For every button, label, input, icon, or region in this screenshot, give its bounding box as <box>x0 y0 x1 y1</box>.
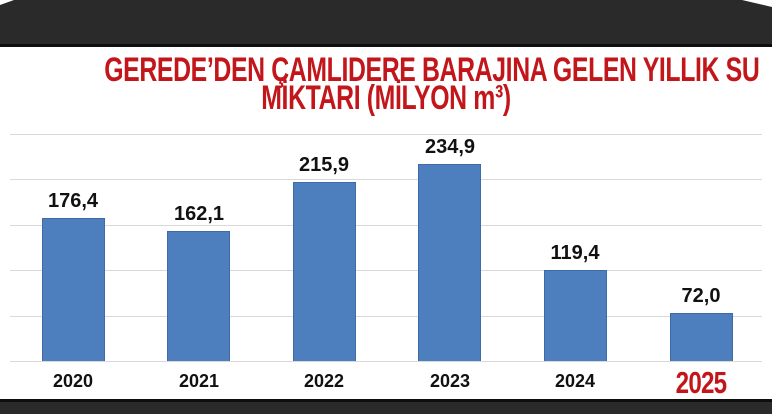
x-axis-label-2020: 2020 <box>52 371 94 391</box>
x-axis-label-2024: 2024 <box>554 371 596 391</box>
gridline <box>10 361 762 362</box>
x-axis-label-2023: 2023 <box>429 371 471 391</box>
corner-cut-top-right <box>742 0 772 7</box>
top-dark-band <box>0 0 772 47</box>
chart-title: GEREDE’DEN ÇAMLIDERE BARAJINA GELEN YILL… <box>104 51 760 117</box>
gridline <box>10 316 762 317</box>
gridline <box>10 179 762 180</box>
bar-2021 <box>167 231 230 361</box>
x-axis-label-2021: 2021 <box>178 371 220 391</box>
bar-2022 <box>293 182 356 361</box>
chart-title-line1: GEREDE’DEN ÇAMLIDERE BARAJINA GELEN YILL… <box>104 51 760 89</box>
gridline <box>10 134 762 135</box>
bar-value-label-2025: 72,0 <box>681 285 721 307</box>
gridline <box>10 225 762 226</box>
corner-cut-top-left <box>0 0 14 5</box>
bar-value-label-2021: 162,1 <box>173 203 225 225</box>
gridline <box>10 270 762 271</box>
x-axis-label-2022: 2022 <box>303 371 345 391</box>
x-axis-label-2025: 2025 <box>675 365 727 400</box>
bar-2025 <box>670 313 733 361</box>
bar-2023 <box>418 164 481 361</box>
chart-title-line2: MİKTARI (MİLYON m³) <box>261 79 511 117</box>
bar-value-label-2023: 234,9 <box>424 136 476 158</box>
bar-value-label-2020: 176,4 <box>47 190 99 212</box>
bottom-dark-band <box>0 399 772 414</box>
bar-value-label-2022: 215,9 <box>298 154 350 176</box>
bar-2020 <box>42 218 105 361</box>
bar-value-label-2024: 119,4 <box>550 242 600 264</box>
bar-2024 <box>544 270 607 361</box>
